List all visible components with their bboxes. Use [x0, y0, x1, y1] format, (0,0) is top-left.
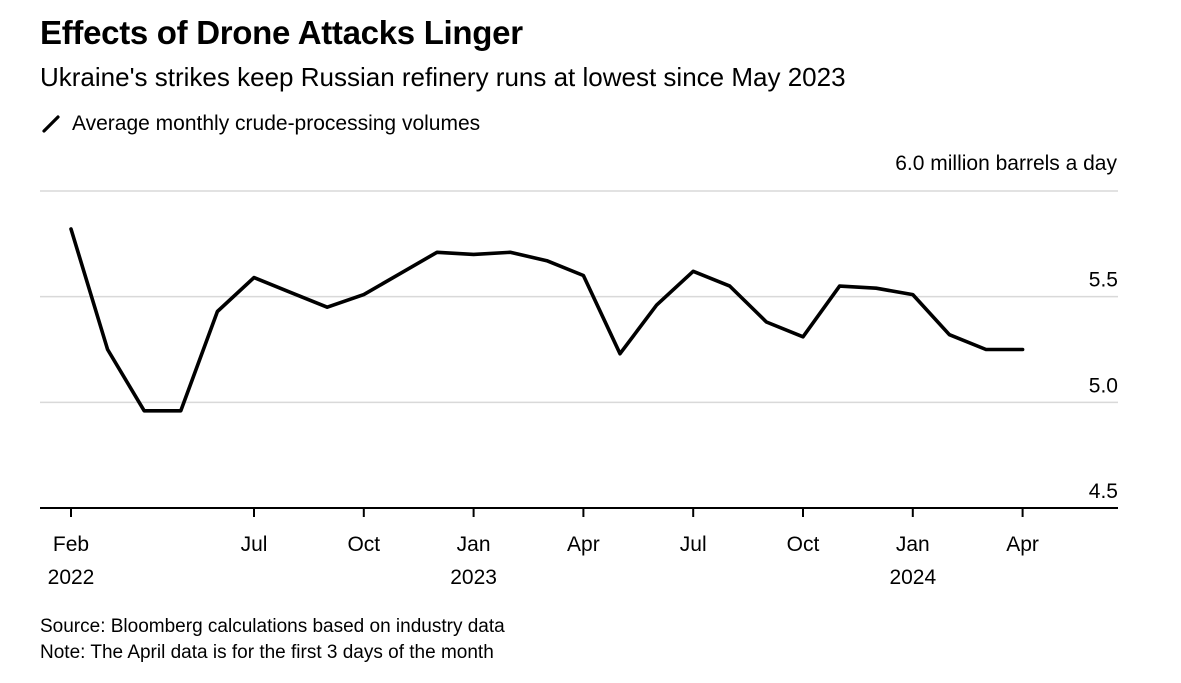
gridlines — [40, 190, 1118, 404]
x-tick-label: Jan — [457, 533, 491, 556]
y-tick-label: 5.0 — [1089, 374, 1118, 397]
x-tick-label: Jul — [241, 533, 268, 556]
x-tick-label: Apr — [1006, 533, 1039, 556]
x-tick-year-label: 2024 — [889, 566, 936, 589]
y-tick-label: 4.5 — [1089, 480, 1118, 503]
footnote: Note: The April data is for the first 3 … — [40, 642, 494, 663]
x-tick-label: Oct — [347, 533, 380, 556]
x-tick-label: Oct — [787, 533, 820, 556]
legend-line-icon — [42, 115, 60, 133]
chart-title: Effects of Drone Attacks Linger — [40, 14, 523, 51]
y-tick-label: 5.5 — [1089, 269, 1118, 292]
series-line-refinery-runs — [69, 227, 1025, 413]
x-tick-label: Feb — [53, 533, 89, 556]
chart-subtitle: Ukraine's strikes keep Russian refinery … — [40, 62, 846, 92]
legend-label: Average monthly crude-processing volumes — [72, 112, 481, 135]
x-tick-label: Jan — [896, 533, 930, 556]
legend: Average monthly crude-processing volumes — [40, 112, 480, 136]
x-tick-label: Apr — [567, 533, 600, 556]
x-axis-ticks: Feb 2022 Jul Oct Jan 2023 Apr Jul Oct Jan 2024 Apr — [48, 508, 1039, 589]
x-tick-year-label: 2022 — [48, 566, 95, 589]
x-tick-year-label: 2023 — [450, 566, 497, 589]
y-axis-ticks: 4.5 5.0 5.5 — [1089, 269, 1118, 503]
source-note: Source: Bloomberg calculations based on … — [40, 616, 505, 637]
x-tick-label: Jul — [680, 533, 707, 556]
y-axis-unit-label: 6.0 million barrels a day — [895, 152, 1117, 175]
